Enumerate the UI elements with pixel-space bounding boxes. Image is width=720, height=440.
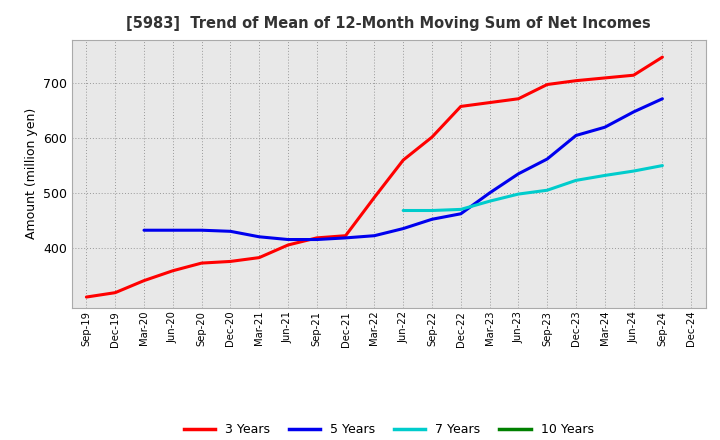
Y-axis label: Amount (million yen): Amount (million yen) (24, 108, 37, 239)
Legend: 3 Years, 5 Years, 7 Years, 10 Years: 3 Years, 5 Years, 7 Years, 10 Years (179, 418, 598, 440)
Title: [5983]  Trend of Mean of 12-Month Moving Sum of Net Incomes: [5983] Trend of Mean of 12-Month Moving … (127, 16, 651, 32)
